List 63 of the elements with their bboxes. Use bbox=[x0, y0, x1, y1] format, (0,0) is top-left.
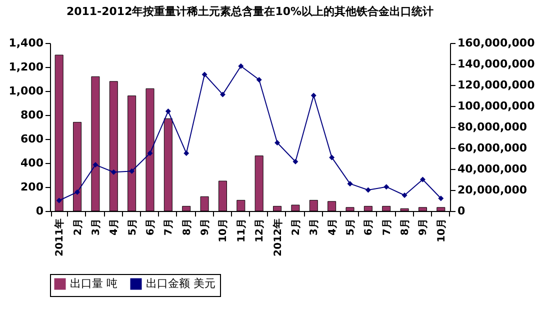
point bbox=[110, 169, 116, 175]
point bbox=[438, 196, 444, 202]
point bbox=[384, 184, 390, 190]
x-tick-label: 6月 bbox=[364, 218, 375, 236]
x-tick-label: 10月 bbox=[436, 218, 448, 242]
y-tick-label: 200 bbox=[20, 180, 44, 194]
point bbox=[365, 187, 371, 193]
y-tick-label: 1,200 bbox=[8, 60, 44, 74]
x-tick-label: 2月 bbox=[72, 218, 84, 236]
x-tick-label: 4月 bbox=[327, 218, 338, 236]
x-tick-label: 7月 bbox=[164, 218, 175, 236]
point bbox=[402, 192, 408, 198]
point bbox=[92, 162, 98, 168]
y2-tick-label: 120,000,000 bbox=[458, 78, 536, 92]
point bbox=[238, 63, 244, 69]
point bbox=[256, 77, 262, 82]
y-tick-label: 1,000 bbox=[8, 84, 44, 98]
x-tick-label: 2011年 bbox=[54, 218, 66, 256]
y2-tick-label: 0 bbox=[458, 204, 466, 218]
point bbox=[220, 92, 226, 98]
legend-label: 出口金额 美元 bbox=[146, 277, 216, 290]
x-tick-label: 3月 bbox=[309, 218, 320, 236]
y-tick-label: 400 bbox=[20, 156, 44, 170]
y-tick-label: 0 bbox=[36, 204, 44, 218]
y2-tick-label: 40,000,000 bbox=[458, 162, 528, 176]
x-tick-label: 5月 bbox=[346, 218, 356, 236]
point bbox=[347, 180, 353, 186]
y2-tick-label: 20,000,000 bbox=[458, 184, 528, 196]
legend-label: 出口量 吨 bbox=[70, 277, 118, 290]
x-tick-label: 6月 bbox=[146, 218, 156, 236]
y-tick-label: 1,400 bbox=[8, 36, 44, 50]
y2-tick-label: 140,000,000 bbox=[458, 58, 536, 70]
point bbox=[74, 189, 80, 195]
point bbox=[329, 154, 335, 160]
x-tick-label: 9月 bbox=[200, 218, 212, 236]
y2-tick-label: 160,000,000 bbox=[458, 36, 536, 50]
y-tick-label: 800 bbox=[20, 108, 44, 122]
point bbox=[420, 176, 426, 182]
x-tick-label: 11月 bbox=[236, 218, 248, 242]
y-tick-label: 600 bbox=[20, 132, 44, 146]
x-tick-label: 8月 bbox=[182, 218, 193, 236]
x-tick-label: 2月 bbox=[290, 218, 302, 236]
x-tick-label: 4月 bbox=[109, 218, 120, 236]
point bbox=[165, 108, 171, 114]
point bbox=[310, 92, 316, 98]
x-tick-label: 8月 bbox=[400, 218, 412, 236]
x-tick-label: 9月 bbox=[418, 218, 430, 236]
x-tick-label: 2012年 bbox=[272, 218, 284, 256]
x-tick-label: 12月 bbox=[254, 218, 266, 242]
point bbox=[274, 140, 280, 146]
x-tick-label: 10月 bbox=[218, 218, 230, 242]
y2-tick-label: 100,000,000 bbox=[458, 100, 536, 112]
point bbox=[184, 150, 190, 156]
x-tick-label: 7月 bbox=[382, 218, 393, 236]
y2-tick-label: 60,000,000 bbox=[458, 142, 528, 154]
y2-tick-label: 80,000,000 bbox=[458, 120, 528, 134]
chart-title: 2011-2012年按重量计稀土元素总含量在10%以上的其他铁合金出口统计 bbox=[66, 5, 434, 18]
point bbox=[292, 158, 298, 164]
x-tick-label: 5月 bbox=[127, 218, 138, 236]
x-tick-label: 3月 bbox=[90, 218, 102, 236]
point bbox=[56, 198, 62, 204]
point bbox=[202, 72, 208, 78]
point bbox=[129, 168, 135, 174]
